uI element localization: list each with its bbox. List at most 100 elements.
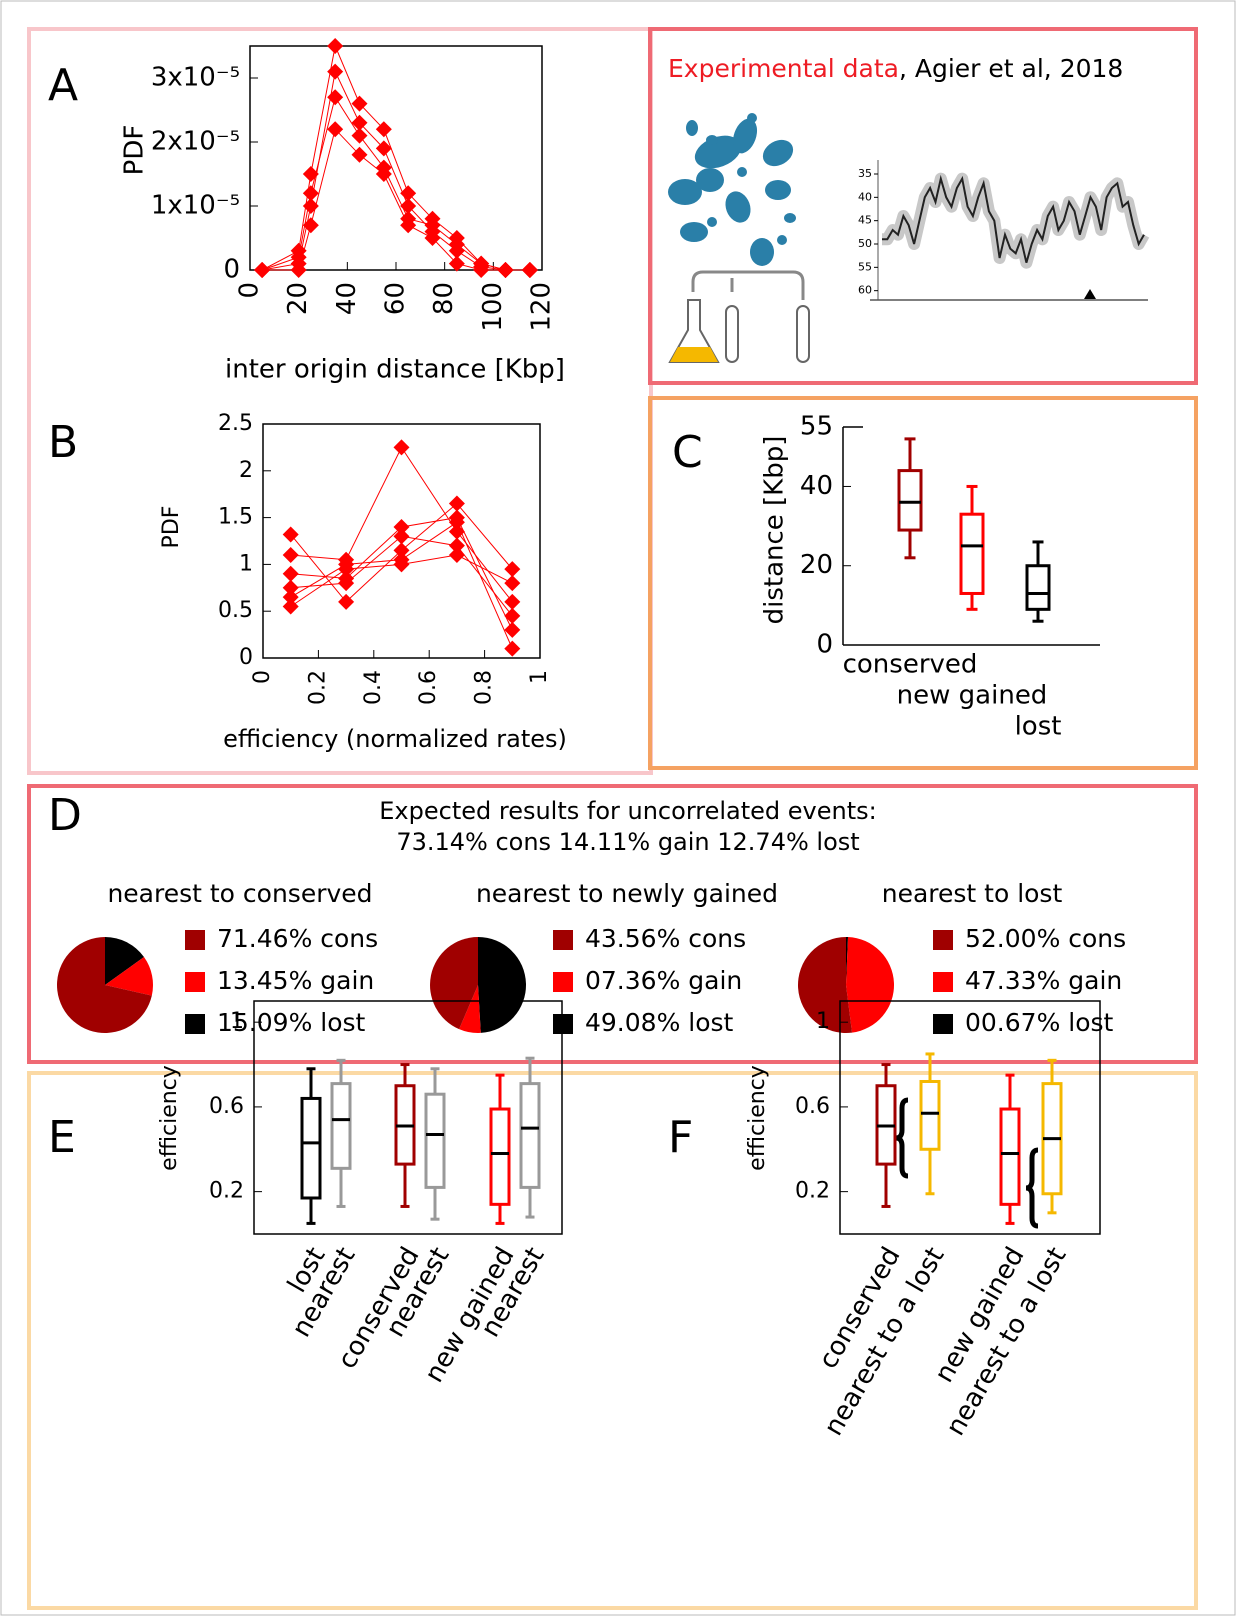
y-tick-label: 55	[858, 260, 872, 273]
data-point	[282, 598, 299, 615]
x-tick-label: 1	[527, 670, 552, 684]
box	[489, 1107, 511, 1206]
x-axis-label: inter origin distance [Kbp]	[225, 355, 565, 385]
position-marker	[1084, 289, 1096, 299]
data-point	[327, 89, 344, 106]
exp-title-highlight: Experimental data	[668, 54, 899, 83]
legend-label: 49.08% lost	[585, 1008, 734, 1037]
data-point	[327, 63, 344, 80]
data-point	[521, 262, 538, 278]
data-point	[448, 523, 465, 540]
legend-swatch	[185, 1014, 205, 1034]
x-tick-label: 0.8	[472, 670, 497, 705]
y-tick-label: 0	[223, 255, 240, 285]
x-tick-label: 0	[250, 670, 275, 684]
plot-frame	[839, 1000, 1101, 1235]
legend-swatch	[185, 930, 205, 950]
y-tick-label: 1	[239, 551, 253, 576]
data-point	[351, 127, 368, 144]
data-point	[448, 537, 465, 554]
y-tick-label: 1	[816, 1009, 830, 1034]
legend-label: 07.36% gain	[585, 966, 742, 995]
y-tick-label: 20	[800, 550, 833, 580]
data-point	[424, 230, 441, 246]
data-point	[497, 262, 514, 278]
panel-letter: E	[48, 1112, 76, 1163]
pie-slice	[846, 936, 849, 985]
pie-slice	[797, 937, 853, 1033]
data-point	[393, 518, 410, 535]
data-point	[400, 217, 417, 234]
x-tick-label: 80	[429, 282, 459, 315]
panel-d-subtitle: 73.14% cons 14.11% gain 12.74% lost	[396, 828, 859, 856]
x-tick-label: 0.4	[361, 670, 386, 705]
data-point	[302, 217, 319, 234]
brace	[1025, 1147, 1039, 1229]
plot-frame	[262, 423, 541, 659]
box	[959, 512, 985, 595]
data-point	[351, 146, 368, 163]
box	[1025, 564, 1051, 611]
data-point	[504, 607, 521, 624]
legend-swatch	[553, 972, 573, 992]
data-point	[302, 185, 319, 202]
legend-label: 00.67% lost	[965, 1008, 1114, 1037]
y-tick-label: 40	[800, 471, 833, 501]
x-tick-label: 120	[527, 282, 557, 332]
plot-frame	[253, 1000, 563, 1235]
y-tick-label: 0	[239, 645, 253, 670]
data-point	[504, 621, 521, 638]
legend-label: 15.09% lost	[217, 1008, 366, 1037]
x-tick-label: 0.2	[305, 670, 330, 705]
data-point	[393, 542, 410, 559]
y-axis-label: efficiency	[745, 1065, 770, 1171]
data-point	[448, 514, 465, 531]
legend-label: 13.45% gain	[217, 966, 374, 995]
x-tick-label: 100	[478, 282, 508, 332]
data-point	[448, 255, 465, 272]
data-point	[351, 114, 368, 131]
y-tick-label: 0	[816, 630, 833, 660]
y-tick-label: 1x10⁻⁵	[151, 191, 240, 221]
pie-slice	[105, 957, 154, 996]
legend-swatch	[553, 1014, 573, 1034]
data-point	[448, 236, 465, 253]
data-point	[393, 528, 410, 545]
series-line	[882, 174, 1145, 263]
data-point	[338, 556, 355, 573]
y-tick-label: 2x10⁻⁵	[151, 127, 240, 157]
data-point	[282, 547, 299, 564]
y-tick-label: 50	[858, 237, 872, 250]
data-point	[473, 262, 490, 278]
panel-d-box	[27, 784, 1198, 1064]
y-axis-label: efficiency	[157, 1065, 182, 1171]
box	[999, 1107, 1021, 1206]
pie-slice	[105, 937, 144, 985]
data-point	[327, 38, 344, 54]
y-tick-label: 0.2	[209, 1179, 244, 1204]
y-tick-label: 0.6	[209, 1094, 244, 1119]
category-label: lost	[1015, 712, 1062, 742]
data-point	[254, 262, 271, 278]
x-tick-label: 20	[283, 282, 313, 315]
y-tick-label: 0.5	[218, 598, 253, 623]
legend-label: 47.33% gain	[965, 966, 1122, 995]
data-point	[424, 217, 441, 234]
data-point	[282, 565, 299, 582]
panel-exp-box	[648, 27, 1198, 385]
x-axis-label: efficiency (normalized rates)	[223, 725, 567, 753]
data-point	[375, 121, 392, 138]
exp-title: Experimental data, Agier et al, 2018	[668, 54, 1123, 83]
y-tick-label: 2	[239, 458, 253, 483]
pie-title: nearest to lost	[882, 879, 1063, 908]
panel-ef-box	[27, 1071, 1198, 1610]
pie-slice	[459, 985, 481, 1033]
box	[300, 1096, 322, 1200]
data-point	[290, 262, 307, 278]
pie-title: nearest to newly gained	[476, 879, 778, 908]
pie-slice	[478, 937, 527, 1033]
category-label: new gained	[897, 681, 1048, 711]
legend-swatch	[933, 930, 953, 950]
exp-title-rest: , Agier et al, 2018	[899, 54, 1123, 83]
